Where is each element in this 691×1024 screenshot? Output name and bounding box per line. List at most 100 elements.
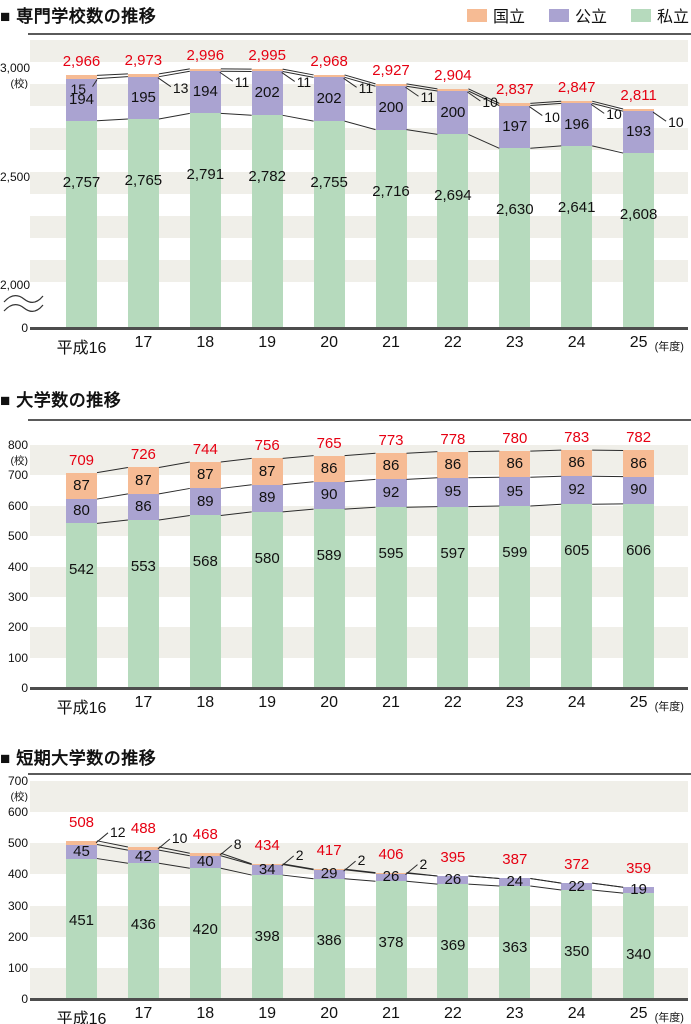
chart-1-header: ■ 専門学校数の推移 国立 公立 私立	[0, 2, 691, 28]
bar-segment-private	[66, 120, 97, 328]
total-label: 406	[378, 845, 404, 863]
total-label: 2,995	[248, 47, 286, 65]
bar-segment-private	[499, 148, 531, 328]
bar-segment-public	[189, 71, 221, 114]
bar-segment-private	[561, 145, 593, 328]
bar-segment-private	[127, 118, 159, 328]
y-axis-unit: (校)	[10, 78, 29, 90]
total-label: 744	[192, 441, 218, 458]
total-label: 488	[130, 820, 156, 838]
bar-segment-private	[623, 503, 655, 688]
bar-segment-national	[437, 451, 469, 478]
legend-label-national: 国立	[492, 9, 525, 26]
national-value-label: 87	[135, 471, 152, 489]
bar-segment-national	[499, 103, 531, 106]
public-value-label: 40	[196, 852, 214, 870]
bar-segment-national	[127, 467, 159, 494]
bar-segment-national	[66, 472, 97, 500]
y-tick-label: 700	[7, 468, 28, 483]
x-tick-label: 19	[258, 694, 277, 711]
total-label: 2,968	[310, 52, 348, 70]
public-value-label: 202	[254, 84, 280, 102]
national-value-label: 10	[171, 830, 188, 847]
total-label: 756	[254, 437, 280, 455]
x-tick-label: 20	[320, 334, 338, 351]
bar-segment-private	[251, 511, 283, 688]
public-value-label: 26	[444, 871, 462, 889]
grid-stripe	[30, 781, 688, 813]
bar-segment-public	[375, 479, 407, 508]
x-tick-label: 18	[196, 1005, 215, 1022]
axis-break-icon	[3, 295, 44, 303]
x-axis-unit: (年度)	[654, 341, 684, 353]
public-value-label: 195	[130, 88, 156, 106]
bar-segment-private	[623, 893, 655, 999]
x-tick-label: 21	[382, 1005, 400, 1022]
chart-3-header: ■ 短期大学数の推移	[0, 744, 691, 770]
bar-segment-public	[623, 887, 655, 894]
bar-segment-public	[313, 869, 345, 879]
legend-item-public: 公立	[548, 3, 607, 27]
total-label: 359	[626, 860, 652, 878]
national-value-label: 11	[296, 74, 312, 91]
bar-segment-national	[437, 88, 469, 91]
x-tick-label: 23	[505, 334, 524, 351]
title-marker: ■	[0, 7, 11, 26]
bar-segment-public	[127, 493, 159, 520]
legend: 国立 公立 私立	[466, 3, 689, 27]
private-value-label: 589	[316, 547, 342, 565]
y-tick-label: 0	[21, 992, 28, 1006]
bar-segment-national	[313, 74, 345, 78]
bar-segment-national	[189, 853, 221, 856]
x-tick-label: 20	[320, 694, 338, 711]
public-color-chip	[548, 8, 569, 22]
public-value-label: 89	[196, 492, 214, 510]
public-value-label: 194	[192, 83, 218, 101]
private-value-label: 451	[68, 911, 95, 929]
legend-item-national: 国立	[466, 3, 525, 27]
x-tick-label: 18	[196, 334, 215, 351]
bar-segment-public	[437, 91, 469, 135]
total-label: 395	[440, 848, 466, 866]
private-value-label: 436	[130, 916, 156, 934]
y-tick-label: 800	[7, 438, 28, 452]
private-value-label: 597	[440, 544, 466, 562]
bar-segment-private	[189, 515, 221, 688]
bar-segment-national	[66, 75, 97, 79]
total-label: 782	[626, 429, 652, 447]
private-value-label: 2,694	[434, 187, 472, 205]
private-value-label: 2,630	[496, 201, 534, 219]
x-tick-label: 25	[629, 334, 648, 351]
bar-segment-public	[313, 481, 345, 510]
private-value-label: 2,782	[248, 168, 286, 186]
private-value-label: 595	[378, 545, 404, 563]
national-value-label: 86	[382, 457, 400, 475]
y-tick-label: 100	[7, 960, 28, 975]
title-marker: ■	[0, 749, 11, 768]
national-value-label: 87	[73, 476, 90, 494]
x-tick-label: 23	[505, 694, 524, 711]
private-value-label: 378	[378, 934, 404, 952]
national-value-label: 13	[172, 79, 189, 96]
x-tick-label: 22	[443, 1005, 462, 1022]
bar-segment-public	[66, 78, 97, 121]
total-label: 773	[378, 432, 404, 450]
public-value-label: 45	[73, 842, 90, 860]
x-tick-label: 24	[567, 694, 586, 711]
bar-segment-public	[437, 477, 469, 507]
y-tick-label: 0	[21, 681, 28, 695]
title-divider	[28, 773, 691, 775]
total-label: 726	[130, 446, 156, 464]
total-label: 372	[564, 856, 590, 874]
public-value-label: 34	[258, 860, 276, 878]
legend-label-public: 公立	[574, 9, 607, 26]
national-value-label: 11	[234, 74, 250, 91]
connector-line	[282, 114, 314, 122]
private-value-label: 580	[254, 549, 280, 567]
x-tick-label: 17	[134, 1005, 153, 1022]
bar-segment-private	[437, 134, 469, 328]
bar-segment-private	[561, 890, 593, 999]
bar-segment-private	[437, 884, 469, 999]
x-tick-label: 22	[443, 694, 462, 711]
bar-segment-private	[623, 153, 655, 328]
